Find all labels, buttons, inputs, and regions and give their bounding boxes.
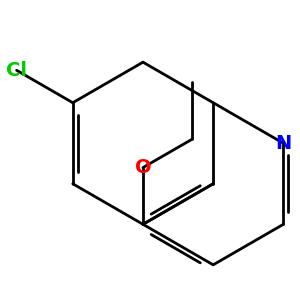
Text: N: N	[275, 134, 292, 153]
Text: O: O	[135, 158, 151, 177]
Text: Cl: Cl	[6, 61, 27, 80]
